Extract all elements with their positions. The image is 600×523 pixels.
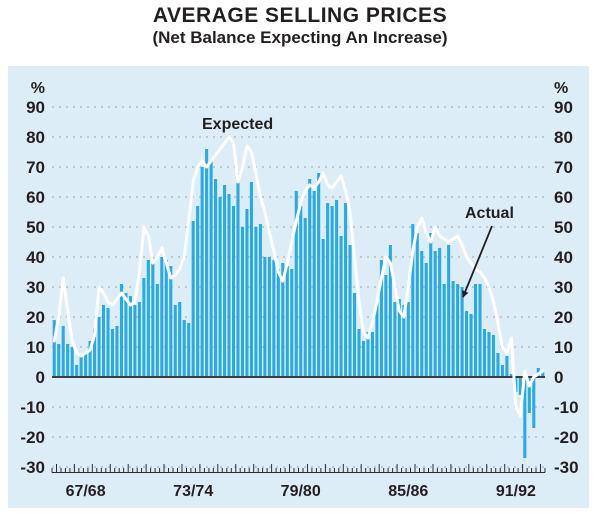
svg-text:0: 0 bbox=[36, 368, 45, 387]
expected-line bbox=[52, 135, 545, 418]
svg-text:-20: -20 bbox=[20, 428, 45, 447]
svg-text:60: 60 bbox=[554, 188, 573, 207]
chart-subtitle: (Net Balance Expecting An Increase) bbox=[152, 28, 448, 47]
chart-title: AVERAGE SELLING PRICES bbox=[152, 4, 448, 27]
plot-panel: 90 90 80 80 70 70 60 60 50 50 40 40 30 30 20 20 10 10 0 0 -1… bbox=[8, 66, 589, 508]
annotation-actual: Actual bbox=[465, 205, 514, 222]
svg-text:30: 30 bbox=[554, 278, 573, 297]
actual-bars bbox=[52, 149, 545, 458]
chart-canvas: 90 90 80 80 70 70 60 60 50 50 40 40 30 30 20 20 10 10 0 0 -1… bbox=[20, 80, 578, 500]
svg-text:80: 80 bbox=[26, 128, 45, 147]
y-axis-labels: 90 90 80 80 70 70 60 60 50 50 40 40 30 30 20 20 10 10 0 0 -1… bbox=[20, 98, 578, 477]
svg-text:40: 40 bbox=[26, 248, 45, 267]
svg-text:67/68: 67/68 bbox=[66, 483, 106, 500]
svg-text:70: 70 bbox=[26, 158, 45, 177]
svg-text:60: 60 bbox=[26, 188, 45, 207]
svg-text:50: 50 bbox=[554, 218, 573, 237]
svg-text:73/74: 73/74 bbox=[173, 483, 213, 500]
annotation-expected: Expected bbox=[202, 116, 274, 133]
svg-text:50: 50 bbox=[26, 218, 45, 237]
svg-text:40: 40 bbox=[554, 248, 573, 267]
svg-text:0: 0 bbox=[554, 368, 563, 387]
svg-text:80: 80 bbox=[554, 128, 573, 147]
svg-text:-30: -30 bbox=[20, 458, 45, 477]
svg-text:-30: -30 bbox=[554, 458, 579, 477]
svg-text:85/86: 85/86 bbox=[388, 483, 428, 500]
svg-text:-20: -20 bbox=[554, 428, 579, 447]
svg-text:-10: -10 bbox=[20, 398, 45, 417]
svg-text:90: 90 bbox=[26, 98, 45, 117]
svg-text:70: 70 bbox=[554, 158, 573, 177]
svg-text:30: 30 bbox=[26, 278, 45, 297]
gridlines bbox=[52, 106, 545, 468]
svg-text:10: 10 bbox=[554, 338, 573, 357]
x-axis-labels: 67/68 73/74 79/80 85/86 91/92 bbox=[66, 483, 536, 500]
percent-label-right: % bbox=[554, 80, 568, 97]
svg-text:20: 20 bbox=[554, 308, 573, 327]
x-axis-ruler bbox=[51, 464, 546, 473]
actual-annotation-arrow bbox=[462, 225, 493, 298]
svg-text:20: 20 bbox=[26, 308, 45, 327]
svg-text:91/92: 91/92 bbox=[496, 483, 536, 500]
svg-text:-10: -10 bbox=[554, 398, 579, 417]
svg-text:10: 10 bbox=[26, 338, 45, 357]
svg-text:90: 90 bbox=[554, 98, 573, 117]
svg-text:79/80: 79/80 bbox=[281, 483, 321, 500]
percent-label-left: % bbox=[31, 80, 45, 97]
